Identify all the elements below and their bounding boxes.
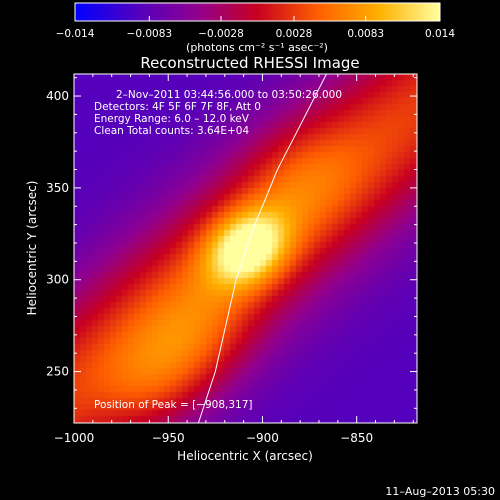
- colorbar-tick-label: −0.0028: [198, 28, 244, 40]
- annotation-detectors: Detectors: 4F 5F 6F 7F 8F, Att 0: [94, 101, 261, 113]
- plot-area: −1000 −950 −900 −850 250 300 350 400: [46, 73, 418, 445]
- y-axis-label: Heliocentric Y (arcsec): [25, 181, 39, 316]
- x-tick-label: −850: [340, 431, 373, 445]
- chart-title: Reconstructed RHESSI Image: [140, 54, 359, 72]
- x-axis-label: Heliocentric X (arcsec): [177, 449, 313, 463]
- annotation-energy: Energy Range: 6.0 – 12.0 keV: [94, 113, 250, 125]
- timestamp: 11–Aug–2013 05:30: [385, 485, 495, 498]
- annotation-peak-position: Position of Peak = [−908,317]: [94, 399, 253, 411]
- x-tick-label: −1000: [54, 431, 95, 445]
- y-tick-label: 250: [46, 365, 69, 379]
- colorbar: −0.014 −0.0083 −0.0028 0.0028 0.0083 0.014 (p…: [56, 2, 455, 54]
- annotation-clean: Clean Total counts: 3.64E+04: [94, 125, 249, 137]
- colorbar-tick-label: 0.0083: [347, 28, 384, 40]
- heatmap-image: [74, 74, 417, 423]
- x-tick-label: −900: [246, 431, 279, 445]
- plot-annotations: 2–Nov–2011 03:44:56.000 to 03:50:26.000 …: [94, 89, 342, 411]
- colorbar-tick-label: 0.014: [425, 28, 455, 40]
- colorbar-unit-label: (photons cm⁻² s⁻¹ asec⁻²): [186, 41, 328, 54]
- colorbar-ticks: −0.014 −0.0083 −0.0028 0.0028 0.0083 0.014: [56, 16, 455, 40]
- colorbar-tick-label: −0.014: [56, 28, 95, 40]
- x-tick-label: −950: [152, 431, 185, 445]
- y-tick-label: 300: [46, 273, 69, 287]
- y-tick-label: 400: [46, 89, 69, 103]
- annotation-time-range: 2–Nov–2011 03:44:56.000 to 03:50:26.000: [116, 89, 342, 101]
- axis-ticks: −1000 −950 −900 −850 250 300 350 400: [46, 74, 417, 445]
- colorbar-tick-label: 0.0028: [276, 28, 313, 40]
- solar-limb-line: [197, 73, 327, 424]
- colorbar-strip: [74, 2, 441, 22]
- y-tick-label: 350: [46, 181, 69, 195]
- colorbar-tick-label: −0.0083: [127, 28, 173, 40]
- plot-frame: [73, 73, 418, 424]
